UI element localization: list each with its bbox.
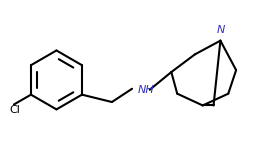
- Text: N: N: [216, 25, 225, 35]
- Text: Cl: Cl: [9, 105, 20, 116]
- Text: NH: NH: [138, 85, 155, 95]
